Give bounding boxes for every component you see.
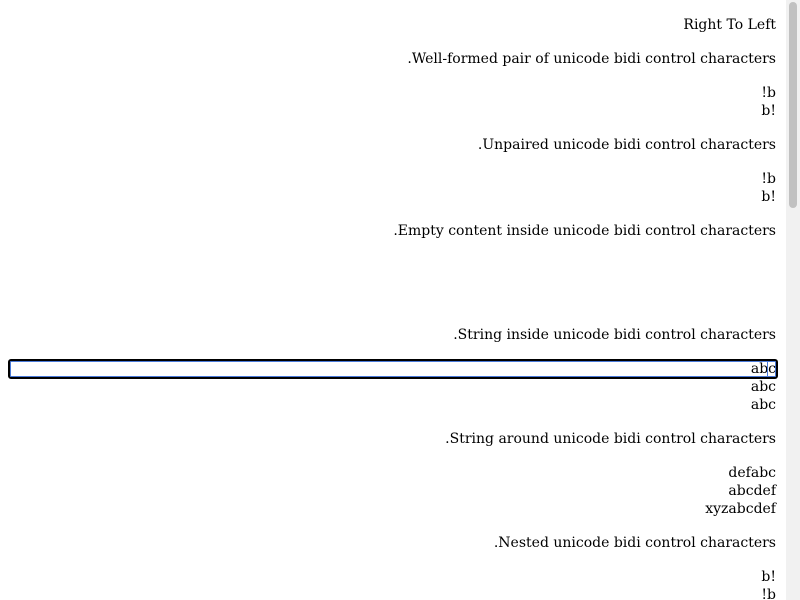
nested-sample-2: !b bbox=[761, 587, 776, 600]
string-inside-sample-1: abc bbox=[750, 361, 776, 377]
nested-sample-1: b! bbox=[761, 569, 776, 585]
scrollbar-thumb[interactable] bbox=[789, 2, 797, 208]
string-around-sample-2: abcdef bbox=[728, 483, 776, 499]
unpaired-sample-2: b! bbox=[761, 189, 776, 205]
vertical-scrollbar[interactable] bbox=[786, 0, 800, 600]
well-formed-heading: .Well-formed pair of unicode bidi contro… bbox=[407, 51, 776, 67]
page-title: Right To Left bbox=[683, 17, 776, 33]
well-formed-sample-1: !b bbox=[761, 85, 776, 101]
string-inside-heading: .String inside unicode bidi control char… bbox=[453, 327, 776, 343]
string-around-sample-3: xyzabcdef bbox=[705, 501, 776, 517]
empty-content-heading: .Empty content inside unicode bidi contr… bbox=[393, 223, 776, 239]
text-caret bbox=[767, 362, 768, 376]
unpaired-sample-1: !b bbox=[761, 171, 776, 187]
focused-text-field[interactable] bbox=[8, 359, 778, 379]
string-inside-sample-2: abc bbox=[750, 379, 776, 395]
well-formed-sample-2: b! bbox=[761, 103, 776, 119]
string-around-sample-1: defabc bbox=[728, 465, 776, 481]
string-inside-sample-3: abc bbox=[750, 397, 776, 413]
string-around-heading: .String around unicode bidi control char… bbox=[445, 431, 776, 447]
unpaired-heading: .Unpaired unicode bidi control character… bbox=[477, 137, 776, 153]
nested-heading: .Nested unicode bidi control characters bbox=[493, 535, 776, 551]
